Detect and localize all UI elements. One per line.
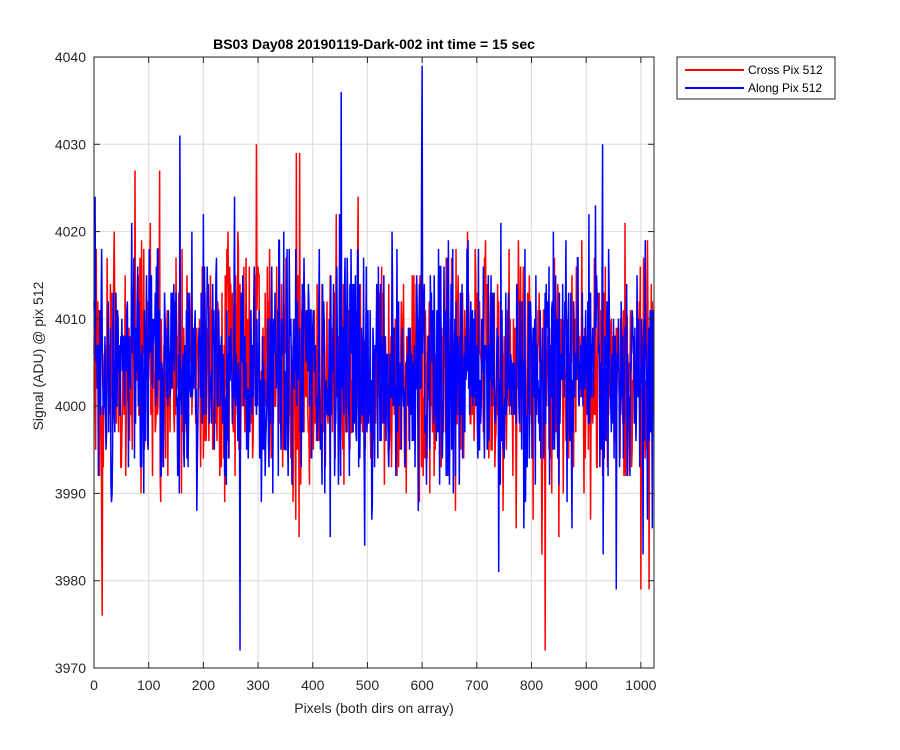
legend-label-cross: Cross Pix 512 — [748, 63, 823, 77]
x-tick-label: 0 — [90, 677, 98, 693]
x-tick-label: 700 — [465, 677, 489, 693]
legend-label-along: Along Pix 512 — [748, 81, 822, 95]
x-tick-labels: 0 100 200 300 400 500 600 700 800 900 1000 — [90, 677, 657, 693]
series-layer — [93, 65, 655, 651]
y-tick-label: 3970 — [55, 660, 86, 676]
y-tick-label: 3990 — [55, 485, 86, 501]
y-tick-label: 4010 — [55, 311, 86, 327]
x-tick-label: 100 — [137, 677, 161, 693]
x-tick-label: 900 — [575, 677, 599, 693]
legend: Cross Pix 512 Along Pix 512 — [676, 56, 836, 100]
legend-box — [676, 56, 836, 100]
tick-marks — [93, 56, 654, 669]
x-tick-label: 300 — [246, 677, 270, 693]
y-tick-label: 4000 — [55, 398, 86, 414]
x-tick-label: 200 — [192, 677, 216, 693]
x-axis-label: Pixels (both dirs on array) — [294, 700, 454, 716]
axes-box — [93, 56, 655, 669]
x-tick-label: 1000 — [625, 677, 656, 693]
chart-title: BS03 Day08 20190119-Dark-002 int time = … — [213, 36, 535, 52]
y-axis-label: Signal (ADU) @ pix 512 — [30, 281, 46, 430]
x-tick-label: 500 — [356, 677, 380, 693]
y-tick-labels: 3970 3980 3990 4000 4010 4020 4030 4040 — [55, 49, 86, 676]
x-tick-label: 800 — [520, 677, 544, 693]
y-tick-label: 4040 — [55, 49, 86, 65]
y-tick-label: 4020 — [55, 224, 86, 240]
x-tick-label: 600 — [410, 677, 434, 693]
y-tick-label: 4030 — [55, 136, 86, 152]
y-tick-label: 3980 — [55, 573, 86, 589]
plot-area — [93, 56, 655, 669]
x-tick-label: 400 — [301, 677, 325, 693]
series-line-along — [93, 65, 655, 651]
